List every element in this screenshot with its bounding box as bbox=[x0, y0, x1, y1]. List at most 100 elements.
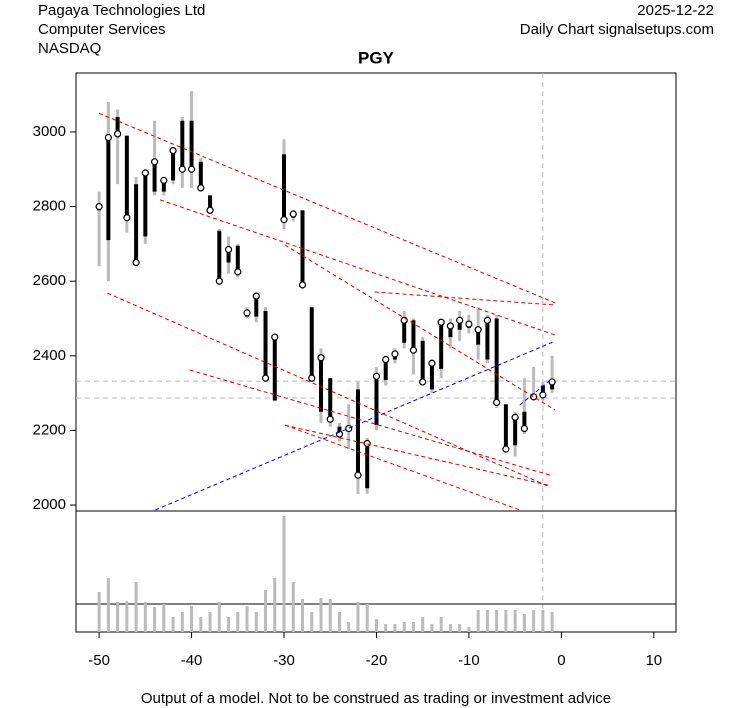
body bbox=[540, 385, 545, 395]
body bbox=[420, 340, 425, 382]
close-marker bbox=[326, 415, 334, 423]
y-tick-label: 3000 bbox=[33, 123, 66, 140]
close-marker bbox=[234, 268, 242, 276]
body bbox=[115, 117, 120, 134]
body bbox=[263, 311, 268, 379]
close-marker bbox=[197, 184, 205, 192]
body bbox=[494, 318, 499, 403]
body bbox=[448, 325, 453, 338]
close-marker bbox=[95, 202, 103, 211]
close-marker bbox=[400, 316, 408, 324]
body bbox=[318, 357, 323, 412]
chart-title: PGY bbox=[358, 48, 395, 67]
close-marker bbox=[123, 214, 131, 222]
close-marker bbox=[437, 318, 445, 326]
body bbox=[485, 320, 490, 360]
y-tick-label: 2200 bbox=[33, 421, 66, 438]
body bbox=[180, 120, 185, 170]
body bbox=[143, 172, 148, 237]
body bbox=[355, 389, 360, 476]
trend-line bbox=[374, 291, 555, 306]
trend-line bbox=[284, 424, 520, 511]
close-marker bbox=[150, 158, 159, 166]
close-marker bbox=[511, 413, 519, 421]
close-marker bbox=[141, 169, 149, 177]
x-tick-label: 0 bbox=[557, 652, 565, 669]
close-marker bbox=[132, 258, 140, 267]
x-tick-label: -30 bbox=[273, 652, 295, 669]
close-marker bbox=[114, 130, 122, 138]
x-tick-label: -20 bbox=[366, 652, 388, 669]
plot-frame bbox=[75, 72, 677, 633]
close-marker bbox=[169, 147, 177, 155]
close-marker bbox=[252, 292, 260, 300]
body bbox=[383, 359, 388, 381]
body bbox=[134, 184, 139, 263]
date: 2025-12-22 bbox=[637, 2, 714, 19]
close-marker bbox=[345, 424, 353, 433]
body bbox=[402, 320, 407, 343]
y-tick-label: 2800 bbox=[33, 198, 66, 215]
close-marker bbox=[187, 165, 196, 173]
close-marker bbox=[215, 277, 223, 285]
close-marker bbox=[474, 326, 482, 334]
close-marker bbox=[289, 210, 297, 218]
close-marker bbox=[548, 378, 556, 386]
close-marker bbox=[298, 281, 307, 289]
body bbox=[217, 230, 222, 282]
close-marker bbox=[391, 350, 399, 358]
body bbox=[124, 135, 129, 218]
body bbox=[254, 296, 259, 317]
body bbox=[272, 337, 277, 401]
support-line bbox=[155, 341, 554, 511]
close-marker bbox=[178, 165, 186, 173]
body bbox=[457, 320, 462, 330]
body bbox=[374, 376, 379, 425]
close-marker bbox=[465, 320, 473, 328]
body bbox=[282, 154, 287, 220]
body bbox=[226, 249, 231, 263]
close-marker bbox=[280, 216, 288, 224]
close-marker bbox=[354, 471, 362, 479]
body bbox=[476, 329, 481, 345]
close-marker bbox=[520, 424, 528, 433]
body bbox=[411, 320, 416, 351]
sector: Computer Services bbox=[38, 21, 166, 38]
close-marker bbox=[243, 309, 251, 317]
body bbox=[152, 161, 157, 192]
y-tick-label: 2600 bbox=[33, 272, 66, 289]
body bbox=[550, 381, 555, 390]
y-tick-label: 2400 bbox=[33, 347, 66, 364]
close-marker bbox=[456, 316, 464, 324]
x-tick-label: 10 bbox=[645, 652, 662, 669]
body bbox=[235, 245, 240, 272]
close-marker bbox=[428, 359, 436, 367]
y-tick-label: 2000 bbox=[33, 496, 66, 513]
trend-line bbox=[284, 424, 551, 487]
body bbox=[328, 378, 333, 420]
close-marker bbox=[382, 355, 390, 364]
body bbox=[208, 195, 213, 211]
trend-line bbox=[107, 292, 551, 488]
body bbox=[300, 210, 305, 285]
close-marker bbox=[409, 346, 418, 354]
body bbox=[189, 120, 194, 170]
close-marker bbox=[493, 398, 501, 407]
body bbox=[198, 161, 203, 188]
body bbox=[337, 426, 342, 435]
body bbox=[503, 404, 508, 450]
source: Daily Chart signalsetups.com bbox=[520, 21, 714, 38]
close-marker bbox=[539, 391, 547, 399]
body bbox=[106, 137, 111, 241]
footer: Output of a model. Not to be construed a… bbox=[141, 690, 611, 707]
close-marker bbox=[530, 393, 538, 401]
x-tick-label: -10 bbox=[458, 652, 480, 669]
body bbox=[309, 307, 314, 379]
close-marker bbox=[224, 245, 233, 254]
body bbox=[171, 150, 176, 181]
body bbox=[522, 411, 527, 429]
body bbox=[161, 180, 166, 192]
trend-line bbox=[98, 112, 556, 304]
close-marker bbox=[446, 322, 455, 330]
